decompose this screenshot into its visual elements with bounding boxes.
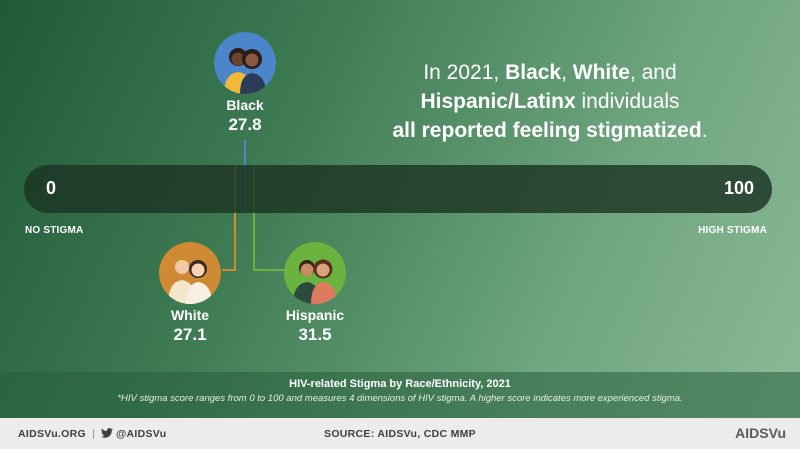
black-avatar-icon — [214, 32, 276, 94]
headline: In 2021, Black, White, and Hispanic/Lati… — [360, 58, 740, 145]
twitter-icon — [100, 428, 113, 438]
headline-text: In 2021, — [423, 61, 506, 84]
scale-max-label: 100 — [723, 178, 754, 198]
footer-links: AIDSVu.ORG | @AIDSVu — [18, 428, 166, 440]
chart-caption: HIV-related Stigma by Race/Ethnicity, 20… — [0, 372, 800, 418]
headline-bold-black: Black — [505, 61, 562, 84]
chart-footnote: *HIV stigma score ranges from 0 to 100 a… — [117, 393, 683, 404]
headline-text: individuals — [575, 90, 680, 113]
stigma-scale-bar: 0 100 — [24, 165, 772, 213]
scale-min-label: 0 — [46, 178, 57, 198]
site-link[interactable]: AIDSVu.ORG — [18, 428, 86, 440]
brand-name: AIDSVu — [735, 425, 786, 441]
headline-text: , and — [629, 61, 677, 84]
headline-text: , — [561, 61, 573, 84]
white-label: White — [170, 307, 210, 323]
chart-title: HIV-related Stigma by Race/Ethnicity, 20… — [289, 378, 511, 390]
headline-bold-stigmatized: all reported feeling stigmatized — [392, 119, 702, 142]
hispanic-avatar-icon — [284, 242, 346, 304]
black-value: 27.8 — [228, 115, 262, 134]
no-stigma-label: NO STIGMA — [25, 225, 84, 236]
twitter-handle-link[interactable]: @AIDSVu — [115, 428, 167, 440]
white-avatar-icon — [159, 242, 221, 304]
high-stigma-label: HIGH STIGMA — [698, 225, 767, 236]
hispanic-label: Hispanic — [285, 307, 345, 323]
headline-bold-white: White — [572, 61, 630, 84]
headline-text: . — [701, 119, 708, 142]
headline-bold-hispanic: Hispanic/Latinx — [420, 90, 576, 113]
source-text: SOURCE: AIDSVu, CDC MMP — [324, 428, 476, 440]
separator: | — [91, 428, 95, 440]
black-label: Black — [226, 97, 264, 113]
footer-bar: AIDSVu.ORG | @AIDSVu SOURCE: AIDSVu, CDC M… — [0, 418, 800, 449]
brand-logo: AIDSVu — [735, 425, 786, 441]
white-value: 27.1 — [173, 325, 207, 344]
hispanic-value: 31.5 — [298, 325, 332, 344]
